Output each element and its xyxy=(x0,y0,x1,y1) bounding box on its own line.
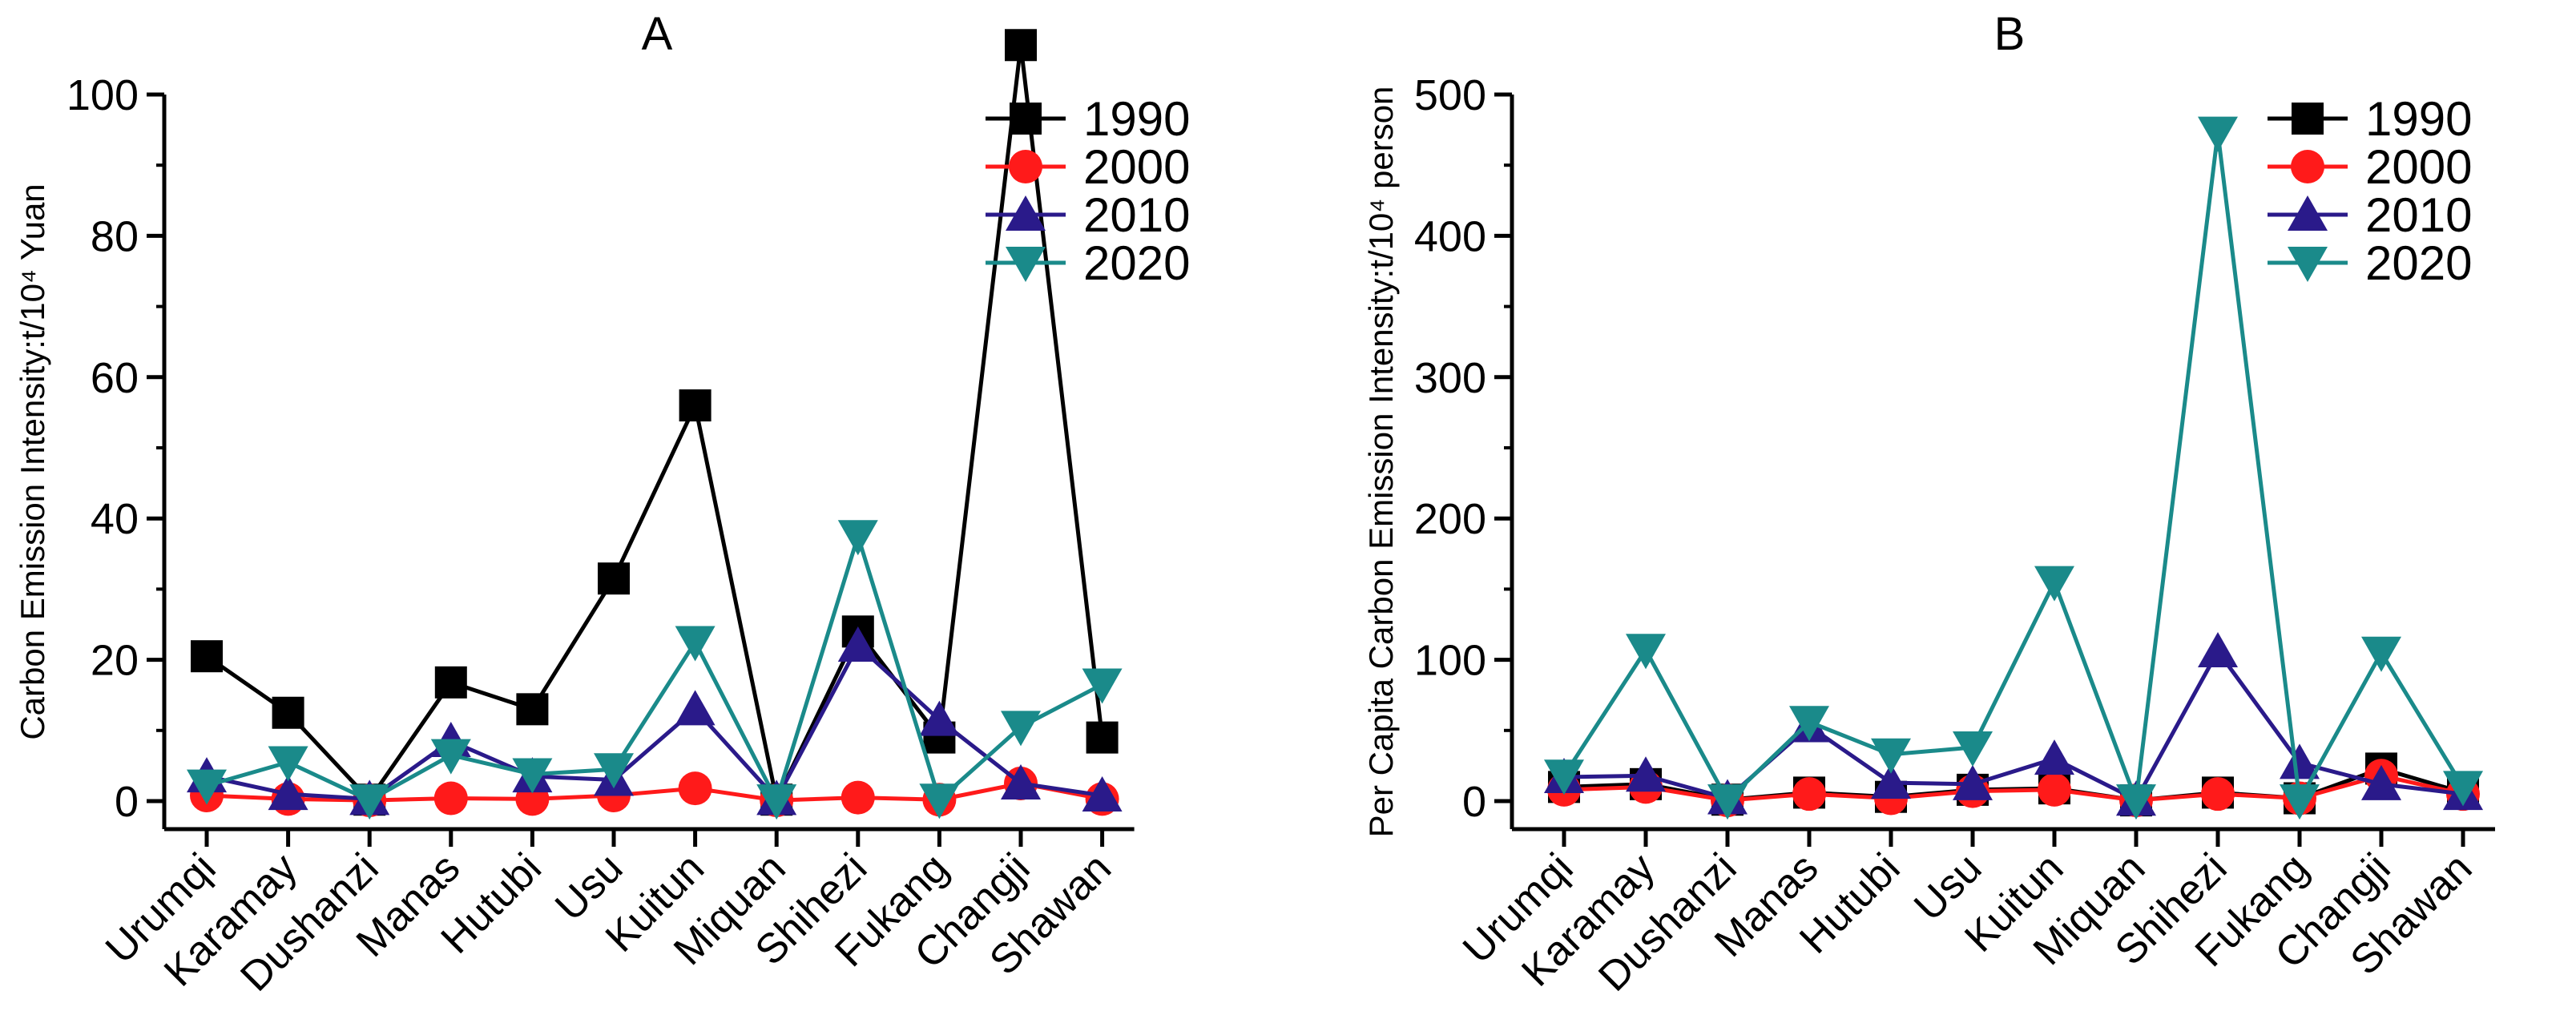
data-point-2010-usu xyxy=(1953,764,1993,800)
data-point-1990-usu xyxy=(598,562,630,595)
y-tick-label: 40 xyxy=(91,495,139,543)
legend-label-2020: 2020 xyxy=(1083,236,1190,290)
y-tick-label: 300 xyxy=(1414,354,1486,402)
legend-marker-2000 xyxy=(1009,150,1042,183)
legend-marker-2000 xyxy=(2291,150,2324,183)
data-point-2000-manas xyxy=(433,781,468,816)
data-point-2010-shawan xyxy=(1082,775,1123,812)
data-point-2020-usu xyxy=(594,753,634,789)
data-point-2020-usu xyxy=(1953,731,1993,767)
legend-marker-2010 xyxy=(1006,195,1046,231)
data-point-1990-changji xyxy=(1005,29,1037,62)
y-tick-label: 60 xyxy=(91,354,139,402)
data-point-2000-kuitun xyxy=(2038,772,2071,807)
data-point-2020-fukang xyxy=(2280,784,2320,820)
data-point-2010-fukang xyxy=(919,700,960,736)
data-point-2010-karamay xyxy=(268,775,308,811)
data-point-2020-shihezi xyxy=(837,520,878,556)
y-tick-label: 0 xyxy=(115,778,139,826)
data-point-1990-manas xyxy=(434,666,467,699)
series-2020 xyxy=(1544,116,2483,820)
data-point-2010-changji xyxy=(2361,764,2401,800)
data-point-2010-shihezi xyxy=(837,626,878,662)
data-point-2020-karamay xyxy=(1626,634,1666,670)
data-point-2020-shawan xyxy=(2443,771,2483,807)
y-tick-label: 400 xyxy=(1414,212,1486,260)
legend-label-1990: 1990 xyxy=(2365,92,2472,146)
data-point-2020-changji xyxy=(1001,711,1041,747)
data-point-2010-karamay xyxy=(1626,756,1666,792)
legend-label-2020: 2020 xyxy=(2365,236,2472,290)
series-line-2020 xyxy=(1562,131,2465,803)
y-axis-title: Per Capita Carbon Emission Intensity:t/1… xyxy=(1362,87,1400,838)
legend-marker-2020 xyxy=(1006,247,1046,282)
legend-marker-2020 xyxy=(2288,247,2328,282)
data-point-2020-dushanzi xyxy=(349,784,390,820)
data-point-2000-shihezi xyxy=(2201,777,2235,812)
y-tick-label: 20 xyxy=(91,637,139,685)
data-point-2020-karamay xyxy=(268,746,308,782)
data-point-2000-kuitun xyxy=(678,771,712,806)
data-point-2010-changji xyxy=(1001,763,1041,799)
y-axis-title: Carbon Emission Intensity:t/10⁴ Yuan xyxy=(14,183,51,739)
data-point-2020-hutubi xyxy=(512,758,553,794)
data-point-2010-kuitun xyxy=(675,690,716,726)
legend-label-1990: 1990 xyxy=(1083,92,1190,146)
data-point-2000-manas xyxy=(1792,777,1826,812)
data-point-2000-shihezi xyxy=(841,780,875,815)
data-point-2010-fukang xyxy=(2280,743,2320,779)
data-point-2010-shihezi xyxy=(2198,632,2238,668)
data-point-2020-kuitun xyxy=(675,626,716,662)
data-point-2010-hutubi xyxy=(1871,763,1911,799)
data-point-2020-miquan xyxy=(756,784,797,820)
data-point-2020-dushanzi xyxy=(1707,784,1748,820)
data-point-1990-shawan xyxy=(1086,721,1119,754)
panel-title: B xyxy=(1994,8,2026,60)
data-point-2020-manas xyxy=(430,739,471,775)
data-point-2020-shawan xyxy=(1082,668,1123,704)
y-tick-label: 500 xyxy=(1414,71,1486,119)
y-tick-label: 80 xyxy=(91,212,139,260)
legend-label-2000: 2000 xyxy=(1083,140,1190,194)
data-point-2020-manas xyxy=(1789,706,1829,742)
panel-title: A xyxy=(642,8,673,60)
data-point-2020-miquan xyxy=(2116,784,2156,820)
data-point-1990-hutubi xyxy=(516,693,549,726)
data-point-2020-urumqi xyxy=(1544,759,1584,795)
legend-label-2010: 2010 xyxy=(1083,188,1190,242)
data-point-2020-changji xyxy=(2361,636,2401,672)
data-point-1990-karamay xyxy=(272,696,304,729)
data-point-2020-kuitun xyxy=(2034,566,2074,602)
legend-label-2010: 2010 xyxy=(2365,188,2472,242)
data-point-2010-kuitun xyxy=(2034,739,2074,775)
y-tick-label: 100 xyxy=(67,71,139,119)
legend-marker-1990 xyxy=(2292,103,2324,135)
y-tick-label: 200 xyxy=(1414,495,1486,543)
legend-marker-2010 xyxy=(2288,195,2328,231)
y-tick-label: 0 xyxy=(1462,778,1486,826)
data-point-2020-hutubi xyxy=(1871,738,1911,774)
legend-marker-1990 xyxy=(1010,103,1042,135)
data-point-2020-shihezi xyxy=(2198,116,2238,152)
y-tick-label: 100 xyxy=(1414,637,1486,685)
series-2020 xyxy=(187,520,1123,820)
data-point-1990-urumqi xyxy=(191,640,223,673)
data-point-1990-kuitun xyxy=(679,389,712,422)
data-point-2020-fukang xyxy=(919,783,960,820)
data-point-2020-urumqi xyxy=(187,769,227,805)
legend-label-2000: 2000 xyxy=(2365,140,2472,194)
